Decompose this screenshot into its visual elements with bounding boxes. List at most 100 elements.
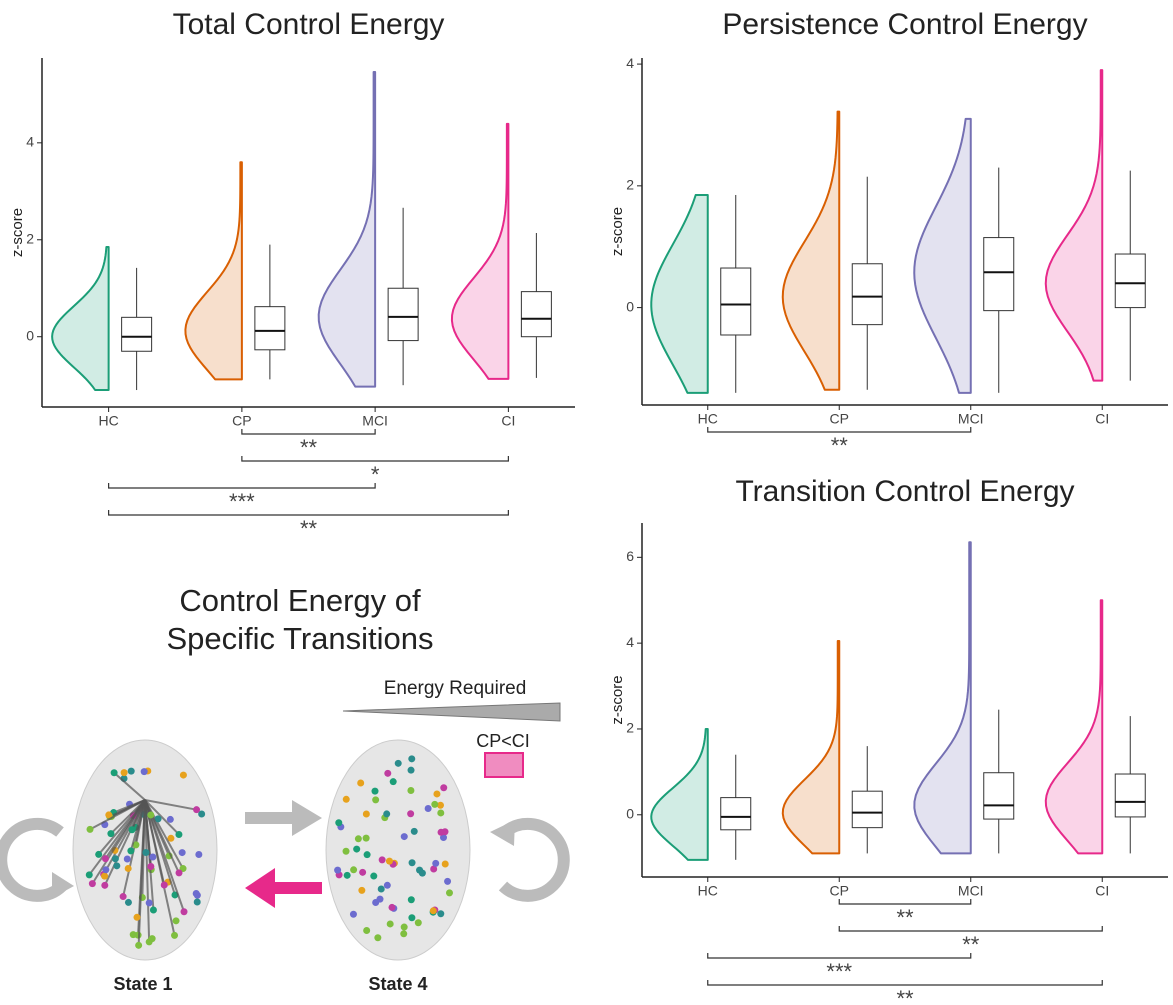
significance-bracket xyxy=(707,953,972,959)
brain-node xyxy=(123,855,131,863)
brain-node xyxy=(389,778,397,786)
diagram-title: Specific Transitions xyxy=(166,621,433,656)
brain-node xyxy=(147,863,155,871)
brain-node xyxy=(175,830,183,838)
backward-arrow xyxy=(245,868,322,908)
brain-node xyxy=(171,931,179,939)
brain-node xyxy=(441,828,449,836)
box xyxy=(1114,253,1146,309)
brain-edge xyxy=(113,771,146,801)
violin xyxy=(913,117,972,394)
diagram-title: Control Energy of xyxy=(179,583,421,618)
brain-node xyxy=(424,804,432,812)
brain-node xyxy=(376,895,384,903)
x-tick-label: CP xyxy=(830,883,849,899)
significance-label: *** xyxy=(229,489,255,514)
brain-node xyxy=(342,795,350,803)
brain-node xyxy=(111,855,119,863)
y-tick-label: 6 xyxy=(626,548,634,564)
brain-node xyxy=(418,869,426,877)
brain-node xyxy=(383,881,391,889)
brain-node xyxy=(384,769,392,777)
brain-node xyxy=(407,810,415,818)
brain-node xyxy=(102,866,110,874)
box xyxy=(387,287,419,342)
brain-node xyxy=(410,827,418,835)
brain-node xyxy=(167,834,175,842)
brain-node xyxy=(149,853,157,861)
brain-node xyxy=(371,787,379,795)
brain-edge xyxy=(144,799,151,942)
brain-edge xyxy=(104,799,146,860)
brain-node xyxy=(86,825,94,833)
brain-node xyxy=(354,835,362,843)
brain-edge xyxy=(144,799,180,836)
y-tick-label: 2 xyxy=(626,720,634,736)
brain-node xyxy=(362,834,370,842)
brain-node xyxy=(431,800,439,808)
box xyxy=(1114,773,1146,818)
brain-node xyxy=(101,881,109,889)
brain-node xyxy=(357,779,365,787)
brain-edge xyxy=(110,799,146,835)
brain-edge xyxy=(89,799,146,831)
violin xyxy=(913,541,972,855)
brain-edge xyxy=(129,799,146,852)
brain-node xyxy=(350,866,358,874)
violin xyxy=(650,727,709,861)
brain-node xyxy=(430,865,438,873)
brain-node xyxy=(400,923,408,931)
brain-node xyxy=(370,872,378,880)
x-tick-label: MCI xyxy=(958,883,984,899)
energy-wedge xyxy=(342,702,561,722)
brain-edge xyxy=(137,799,146,946)
box xyxy=(720,797,752,831)
x-tick-label: HC xyxy=(99,413,119,429)
brain-node xyxy=(172,917,180,925)
brain-node xyxy=(178,849,186,857)
x-tick-label: CI xyxy=(1095,411,1109,427)
significance-bracket xyxy=(108,483,376,489)
brain-node xyxy=(113,862,121,870)
chart-title: Transition Control Energy xyxy=(735,475,1074,508)
brain-node xyxy=(444,877,452,885)
brain-node xyxy=(135,941,143,949)
brain-node xyxy=(124,864,132,872)
brain-node xyxy=(353,845,361,853)
brain-node xyxy=(195,851,203,859)
x-tick-label: CP xyxy=(232,413,251,429)
brain-node xyxy=(437,809,445,817)
brain-node xyxy=(85,871,93,879)
brain-node xyxy=(408,755,416,763)
brain-node xyxy=(88,880,96,888)
brain-node xyxy=(193,898,201,906)
brain-node xyxy=(101,855,109,863)
violin xyxy=(781,640,841,855)
brain-node xyxy=(408,914,416,922)
y-tick-label: 2 xyxy=(26,230,34,246)
significance-label: ** xyxy=(300,516,318,541)
x-tick-label: CI xyxy=(501,413,515,429)
box xyxy=(983,237,1015,312)
y-tick-label: 4 xyxy=(626,55,634,71)
brain-node xyxy=(377,885,385,893)
x-tick-label: HC xyxy=(698,883,718,899)
y-axis-label: z-score xyxy=(609,207,626,256)
brain-edge xyxy=(144,799,185,913)
box-label: CP<CI xyxy=(476,731,530,751)
brain-node xyxy=(198,810,206,818)
brain-node xyxy=(140,768,148,776)
brain-node xyxy=(132,841,140,849)
self-loop xyxy=(0,817,67,902)
brain-node xyxy=(193,891,201,899)
significance-bracket xyxy=(707,427,972,433)
brain-node xyxy=(445,889,453,897)
brain-node xyxy=(372,796,380,804)
significance-label: ** xyxy=(962,932,980,957)
brain-node xyxy=(437,910,445,918)
significance-label: ** xyxy=(896,905,914,930)
y-axis-label: z-score xyxy=(9,208,26,257)
state-label: State 1 xyxy=(113,974,172,994)
brain-node xyxy=(385,857,393,865)
